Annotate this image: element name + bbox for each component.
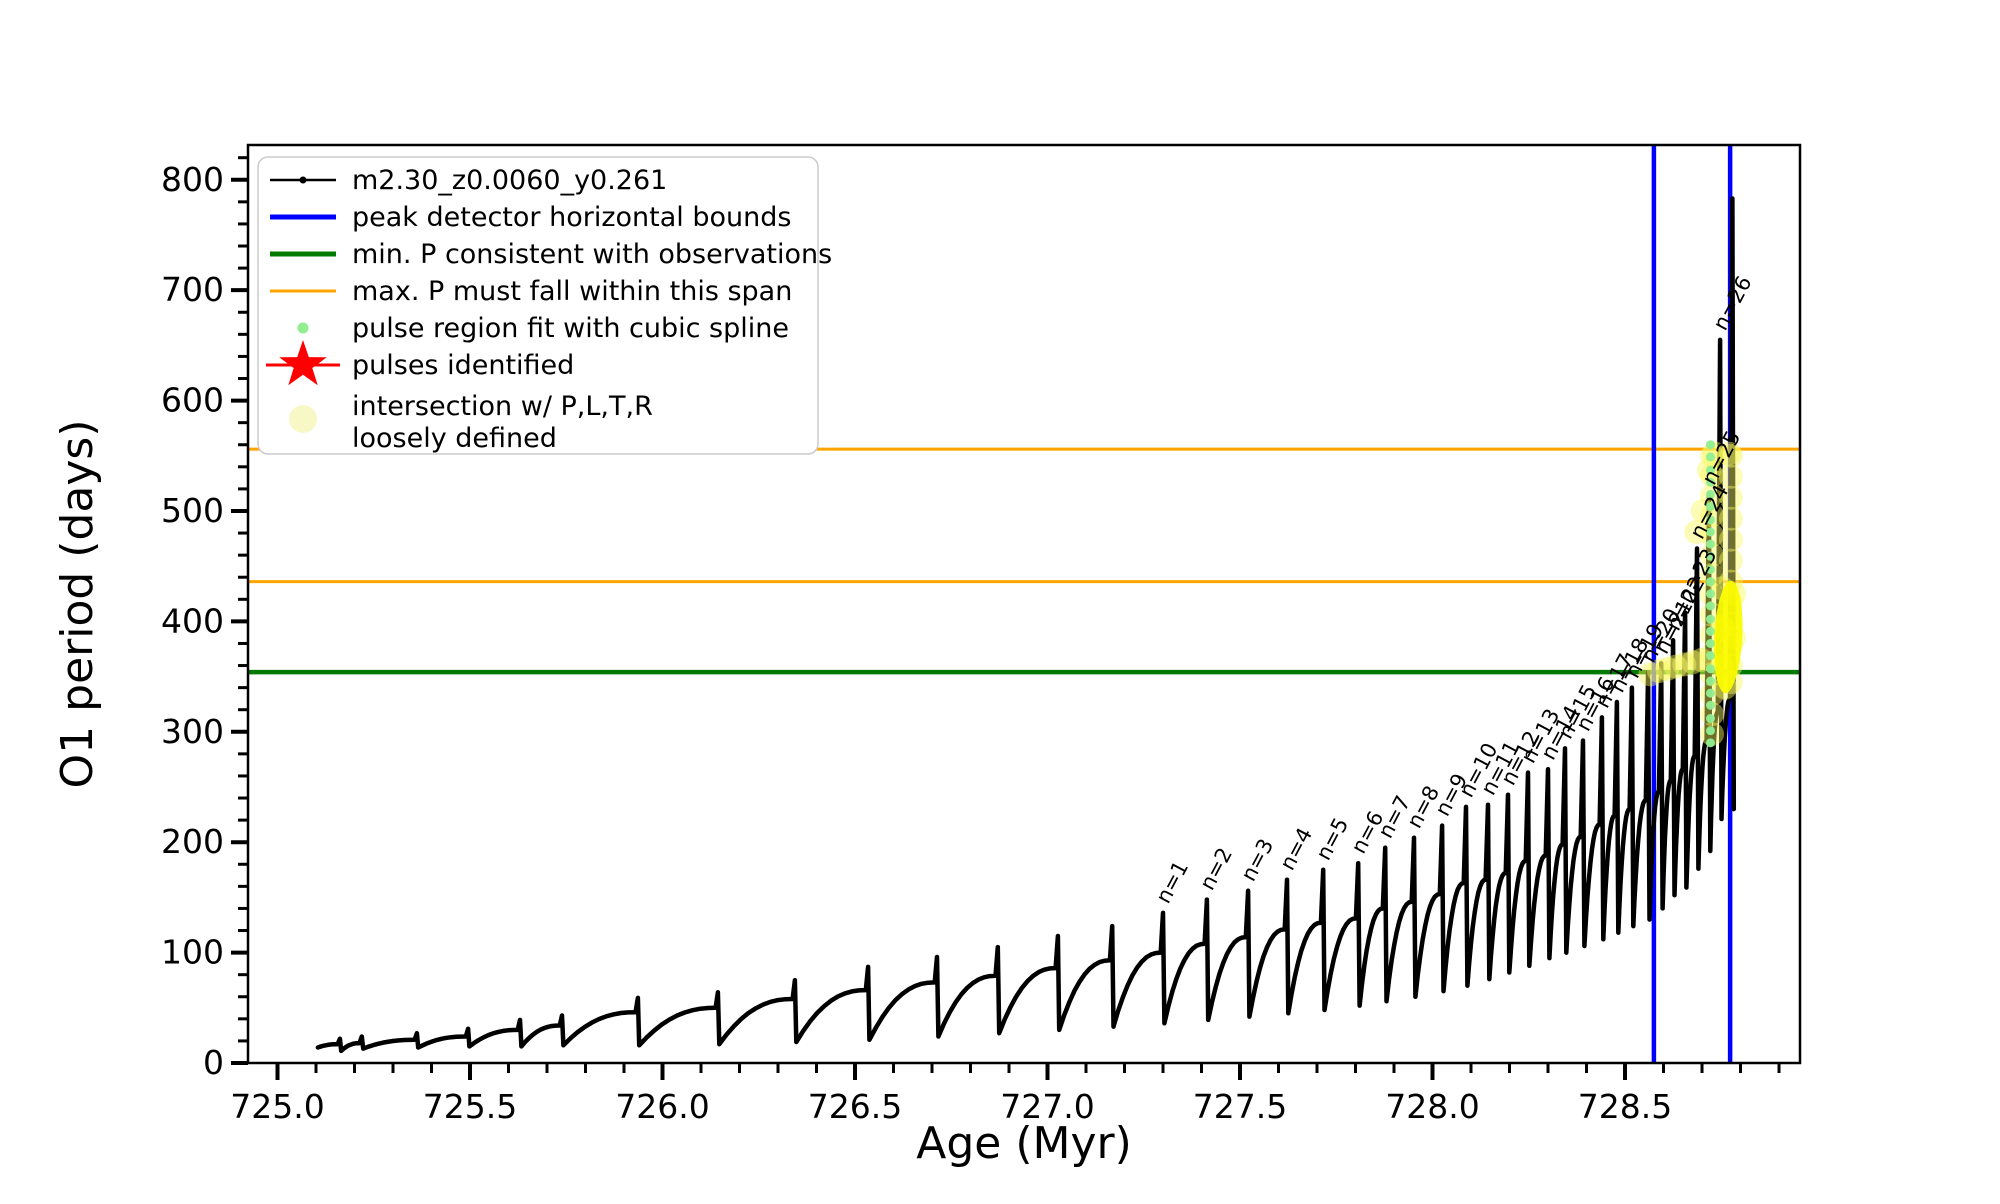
legend-label: min. P consistent with observations [352, 239, 832, 270]
intersection-marker [1718, 464, 1743, 489]
y-axis-ticks: 0 100 200 300 400 500 600 700 800 [161, 156, 248, 1082]
legend-label: intersection w/ P,L,T,R loosely defined [352, 391, 653, 454]
spline-dot [1705, 700, 1715, 710]
spline-dot [1705, 539, 1715, 549]
intersection-marker [1655, 656, 1680, 681]
pulse-curve [315, 196, 1737, 1054]
spline-dot [1705, 551, 1715, 561]
intersection-marker [1672, 652, 1697, 677]
intersection-marker [1638, 662, 1663, 687]
intersection-marker [1718, 527, 1743, 552]
intersection-marker [1680, 650, 1705, 675]
y-tick-label: 400 [161, 601, 224, 640]
y-tick-label: 800 [161, 160, 224, 199]
intersection-marker [1718, 443, 1743, 468]
x-tick-label: 725.5 [423, 1087, 517, 1126]
y-tick-label: 300 [161, 712, 224, 751]
legend-label: peak detector horizontal bounds [352, 202, 791, 233]
spline-dot [1705, 676, 1715, 686]
spline-dot [1705, 726, 1715, 736]
spline-dot [1705, 577, 1715, 587]
spline-dot [1705, 564, 1715, 574]
x-tick-label: 728.5 [1578, 1087, 1672, 1126]
legend-label: pulses identified [352, 350, 574, 381]
spline-dot [1705, 527, 1715, 537]
spline-dot [1705, 626, 1715, 636]
intersection-marker [1646, 659, 1671, 684]
spline-dot [1705, 465, 1715, 475]
intersection-marker [1700, 503, 1725, 528]
y-tick-label: 0 [203, 1043, 224, 1082]
legend-intersection-circle [289, 405, 317, 433]
spline-dot [1705, 589, 1715, 599]
intersection-marker [1716, 441, 1741, 466]
spline-dot [1705, 714, 1715, 724]
intersection-marker [1700, 702, 1725, 727]
legend-box [257, 156, 819, 455]
spline-dot [1705, 664, 1715, 674]
spline-dot [1705, 651, 1715, 661]
spline-dot [1705, 489, 1715, 499]
legend-spline-dot [297, 322, 309, 334]
spline-dot [1705, 452, 1715, 462]
spline-dot [1705, 440, 1715, 450]
spline-dot [1705, 601, 1715, 611]
x-tick-label: 727.5 [1193, 1087, 1287, 1126]
x-axis-title: Age (Myr) [916, 1118, 1132, 1169]
horizontal-bound-lines [248, 447, 1800, 675]
x-tick-label: 727.0 [1000, 1087, 1094, 1126]
pulse-label: n=3 [1236, 835, 1278, 885]
legend-label: pulse region fit with cubic spline [352, 313, 789, 344]
spline-dot [1705, 638, 1715, 648]
spline-dot [1705, 502, 1715, 512]
pulse-label: n=26 [1708, 272, 1756, 334]
plot-border [246, 143, 1802, 1065]
y-tick-label: 700 [161, 270, 224, 309]
pulse-label: n=5 [1311, 814, 1353, 864]
intersection-blob [1713, 580, 1743, 694]
spline-dot [1705, 477, 1715, 487]
pulse-label: n=2 [1195, 844, 1237, 894]
x-tick-label: 728.0 [1385, 1087, 1479, 1126]
pulse-track-curve [315, 196, 1737, 1054]
intersection-marker [1718, 485, 1743, 510]
legend-dot-marker [299, 176, 307, 184]
spline-dot [1705, 515, 1715, 525]
y-tick-label: 600 [161, 381, 224, 420]
intersection-marker [1663, 654, 1688, 679]
legend-star-icon [279, 340, 327, 386]
x-tick-label: 726.5 [808, 1087, 902, 1126]
x-tick-label: 725.0 [230, 1087, 324, 1126]
spline-dot [1705, 688, 1715, 698]
cubic-spline-dots [1705, 440, 1715, 748]
x-tick-label: 726.0 [615, 1087, 709, 1126]
y-tick-label: 200 [161, 822, 224, 861]
intersection-marker [1718, 548, 1743, 573]
y-tick-label: 500 [161, 491, 224, 530]
legend-label: m2.30_z0.0060_y0.261 [352, 165, 667, 196]
legend-label: max. P must fall within this span [352, 276, 792, 307]
x-axis-ticks: 725.0 725.5 726.0 726.5 727.0 727.5 728.0 728.5 [230, 1063, 1781, 1126]
spline-dot [1705, 614, 1715, 624]
pulse-label: n=1 [1151, 857, 1193, 907]
y-axis-title: O1 period (days) [52, 420, 103, 789]
intersection-marker [1718, 506, 1743, 531]
y-tick-label: 100 [161, 933, 224, 972]
pulse-label: n=4 [1275, 824, 1317, 874]
intersection-marker [1684, 519, 1709, 544]
spline-dot [1705, 738, 1715, 748]
